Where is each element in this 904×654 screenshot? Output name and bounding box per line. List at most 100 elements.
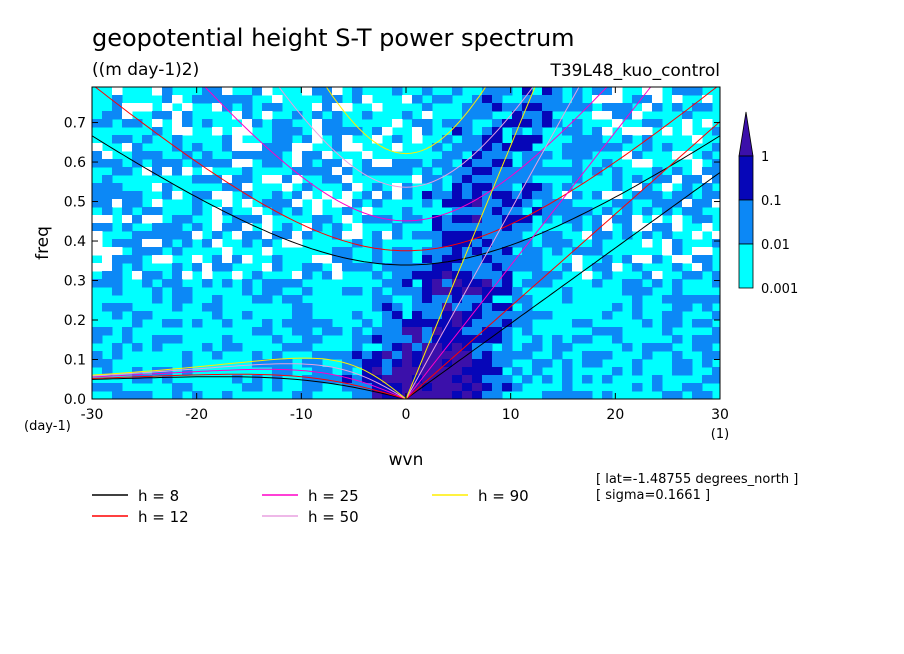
heatmap-cell bbox=[132, 271, 143, 280]
heatmap-cell bbox=[622, 103, 633, 112]
heatmap-cell bbox=[332, 167, 343, 176]
heatmap-cell bbox=[362, 95, 373, 104]
heatmap-cell bbox=[482, 255, 493, 264]
heatmap-cell bbox=[312, 319, 323, 328]
heatmap-cell bbox=[292, 295, 303, 304]
heatmap-cell bbox=[512, 135, 523, 144]
heatmap-cell bbox=[202, 239, 213, 248]
heatmap-cell bbox=[432, 311, 443, 320]
heatmap-cell bbox=[392, 367, 403, 376]
heatmap-cell bbox=[532, 151, 543, 160]
heatmap-cell bbox=[162, 319, 173, 328]
heatmap-cell bbox=[292, 319, 303, 328]
heatmap-cell bbox=[302, 319, 313, 328]
heatmap-cell bbox=[252, 295, 263, 304]
heatmap-cell bbox=[332, 375, 343, 384]
heatmap-cell bbox=[92, 151, 103, 160]
heatmap-cell bbox=[452, 119, 463, 128]
heatmap-cell bbox=[332, 143, 343, 152]
heatmap-cell bbox=[432, 247, 443, 256]
heatmap-cell bbox=[312, 167, 323, 176]
heatmap-cell bbox=[712, 159, 720, 168]
heatmap-cell bbox=[92, 247, 103, 256]
heatmap-cell bbox=[512, 207, 523, 216]
heatmap-cell bbox=[152, 183, 163, 192]
heatmap-cell bbox=[592, 279, 603, 288]
heatmap-cell bbox=[432, 359, 443, 368]
heatmap-cell bbox=[562, 191, 573, 200]
heatmap-cell bbox=[172, 127, 183, 136]
heatmap-cell bbox=[522, 319, 533, 328]
heatmap-cell bbox=[372, 335, 383, 344]
heatmap-cell bbox=[122, 239, 133, 248]
heatmap-cell bbox=[322, 103, 333, 112]
heatmap-cell bbox=[702, 391, 713, 399]
heatmap-cell bbox=[212, 223, 223, 232]
heatmap-cell bbox=[342, 207, 353, 216]
heatmap-cell bbox=[362, 191, 373, 200]
heatmap-cell bbox=[312, 103, 323, 112]
heatmap-cell bbox=[452, 295, 463, 304]
heatmap-cell bbox=[522, 295, 533, 304]
heatmap-cell bbox=[282, 279, 293, 288]
heatmap-cell bbox=[292, 327, 303, 336]
heatmap-cell bbox=[342, 175, 353, 184]
heatmap-cell bbox=[342, 351, 353, 360]
heatmap-cell bbox=[182, 383, 193, 392]
heatmap-cell bbox=[712, 199, 720, 208]
heatmap-cell bbox=[632, 183, 643, 192]
heatmap-cell bbox=[142, 151, 153, 160]
heatmap-cell bbox=[552, 271, 563, 280]
heatmap-cell bbox=[502, 383, 513, 392]
heatmap-cell bbox=[222, 95, 233, 104]
heatmap-cell bbox=[512, 263, 523, 272]
heatmap-cell bbox=[282, 295, 293, 304]
heatmap-cell bbox=[572, 207, 583, 216]
heatmap-cell bbox=[602, 351, 613, 360]
heatmap-cell bbox=[112, 351, 123, 360]
heatmap-cell bbox=[412, 351, 423, 360]
heatmap-cell bbox=[152, 271, 163, 280]
heatmap-cell bbox=[322, 87, 333, 96]
heatmap-cell bbox=[492, 103, 503, 112]
heatmap-cell bbox=[482, 95, 493, 104]
heatmap-cell bbox=[672, 151, 683, 160]
heatmap-cell bbox=[172, 383, 183, 392]
heatmap-cell bbox=[702, 263, 713, 272]
heatmap-cell bbox=[272, 159, 283, 168]
heatmap-cell bbox=[632, 263, 643, 272]
heatmap-cell bbox=[372, 271, 383, 280]
heatmap-cell bbox=[512, 191, 523, 200]
heatmap-cell bbox=[132, 319, 143, 328]
heatmap-cell bbox=[682, 199, 693, 208]
heatmap-cell bbox=[642, 191, 653, 200]
heatmap-cell bbox=[612, 327, 623, 336]
heatmap-cell bbox=[162, 279, 173, 288]
heatmap-cell bbox=[482, 287, 493, 296]
heatmap-cell bbox=[102, 279, 113, 288]
heatmap-cell bbox=[142, 239, 153, 248]
heatmap-cell bbox=[672, 319, 683, 328]
heatmap-cell bbox=[372, 255, 383, 264]
heatmap-cell bbox=[452, 87, 463, 96]
heatmap-cell bbox=[342, 255, 353, 264]
heatmap-cell bbox=[582, 271, 593, 280]
heatmap-cell bbox=[312, 383, 323, 392]
heatmap-cell bbox=[322, 271, 333, 280]
heatmap-cell bbox=[422, 247, 433, 256]
heatmap-cell bbox=[302, 311, 313, 320]
heatmap-cell bbox=[442, 391, 453, 399]
heatmap-cell bbox=[452, 287, 463, 296]
heatmap-cell bbox=[422, 375, 433, 384]
heatmap-cell bbox=[692, 343, 703, 352]
heatmap-cell bbox=[432, 191, 443, 200]
heatmap-cell bbox=[192, 263, 203, 272]
heatmap-cell bbox=[442, 191, 453, 200]
heatmap-cell bbox=[422, 359, 433, 368]
heatmap-cell bbox=[322, 255, 333, 264]
dispersion-curves bbox=[92, 87, 720, 399]
heatmap-cell bbox=[562, 183, 573, 192]
heatmap-cell bbox=[512, 367, 523, 376]
heatmap-cell bbox=[162, 103, 173, 112]
heatmap-cell bbox=[402, 263, 413, 272]
